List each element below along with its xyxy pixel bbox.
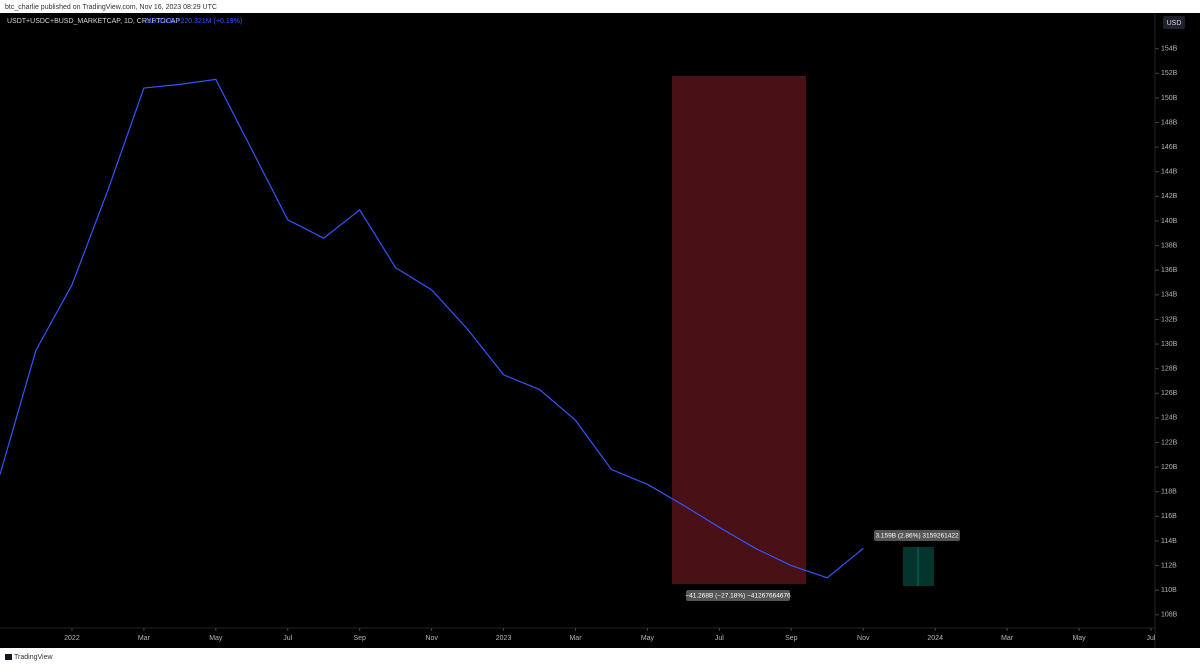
x-tick-label: May bbox=[209, 635, 223, 642]
x-tick-label: Mar bbox=[569, 635, 582, 642]
y-tick-label: 108B bbox=[1161, 612, 1178, 619]
y-tick-label: 116B bbox=[1161, 513, 1177, 520]
y-tick-label: 126B bbox=[1161, 390, 1178, 397]
x-tick-label: May bbox=[1072, 635, 1086, 642]
legend-value: 113.421B +220.321M (+0.19%) bbox=[145, 18, 242, 25]
annotation-box bbox=[686, 590, 790, 601]
y-tick-label: 136B bbox=[1161, 267, 1178, 274]
annotation-box bbox=[874, 530, 960, 541]
x-tick-label: Jul bbox=[715, 635, 724, 642]
y-tick-label: 150B bbox=[1161, 95, 1178, 102]
measure-range-down bbox=[672, 76, 806, 584]
publisher: btc_charlie published on TradingView.com… bbox=[5, 4, 217, 11]
y-tick-label: 130B bbox=[1161, 341, 1178, 348]
y-tick-label: 132B bbox=[1161, 316, 1178, 323]
x-tick-label: 2022 bbox=[64, 635, 80, 642]
header-bar bbox=[0, 0, 1200, 13]
plot-background bbox=[0, 13, 1200, 648]
y-tick-label: 154B bbox=[1161, 46, 1178, 53]
y-tick-label: 138B bbox=[1161, 242, 1178, 249]
y-tick-label: 146B bbox=[1161, 144, 1178, 151]
y-tick-label: 124B bbox=[1161, 415, 1178, 422]
x-tick-label: Sep bbox=[785, 635, 798, 642]
y-tick-label: 152B bbox=[1161, 70, 1178, 77]
x-tick-label: 2023 bbox=[496, 635, 512, 642]
x-tick-label: 2024 bbox=[927, 635, 943, 642]
y-tick-label: 134B bbox=[1161, 292, 1178, 299]
brand: TradingView bbox=[14, 654, 53, 661]
y-tick-label: 114B bbox=[1161, 538, 1177, 545]
x-tick-label: Mar bbox=[1001, 635, 1014, 642]
price-line bbox=[0, 78, 864, 579]
footer-bar bbox=[0, 648, 1200, 666]
annotation: 3.159B (2.86%) 3159261422 bbox=[875, 533, 959, 540]
measure-range-up bbox=[903, 547, 934, 586]
y-tick-label: 140B bbox=[1161, 218, 1178, 225]
x-tick-label: Nov bbox=[425, 635, 438, 642]
legend-title: USDT+USDC+BUSD_MARKETCAP, 1D, CRYPTOCAP bbox=[7, 18, 180, 25]
x-tick-label: Jul bbox=[283, 635, 292, 642]
x-tick-label: Jul bbox=[1147, 635, 1156, 642]
y-tick-label: 118B bbox=[1161, 489, 1177, 496]
y-tick-label: 142B bbox=[1161, 193, 1178, 200]
y-tick-label: 122B bbox=[1161, 439, 1178, 446]
y-tick-label: 144B bbox=[1161, 169, 1178, 176]
x-tick-label: May bbox=[641, 635, 655, 642]
currency-label: USD bbox=[1167, 20, 1182, 27]
y-tick-label: 110B bbox=[1161, 587, 1177, 594]
annotation: −41.268B (−27.18%) −41267664676 bbox=[685, 593, 791, 600]
y-tick-label: 120B bbox=[1161, 464, 1178, 471]
brand-logo bbox=[5, 654, 12, 660]
x-tick-label: Mar bbox=[138, 635, 151, 642]
x-tick-label: Nov bbox=[857, 635, 870, 642]
y-tick-label: 112B bbox=[1161, 562, 1177, 569]
y-tick-label: 148B bbox=[1161, 119, 1178, 126]
x-tick-label: Sep bbox=[353, 635, 366, 642]
currency-button[interactable] bbox=[1163, 16, 1185, 29]
y-tick-label: 128B bbox=[1161, 365, 1178, 372]
